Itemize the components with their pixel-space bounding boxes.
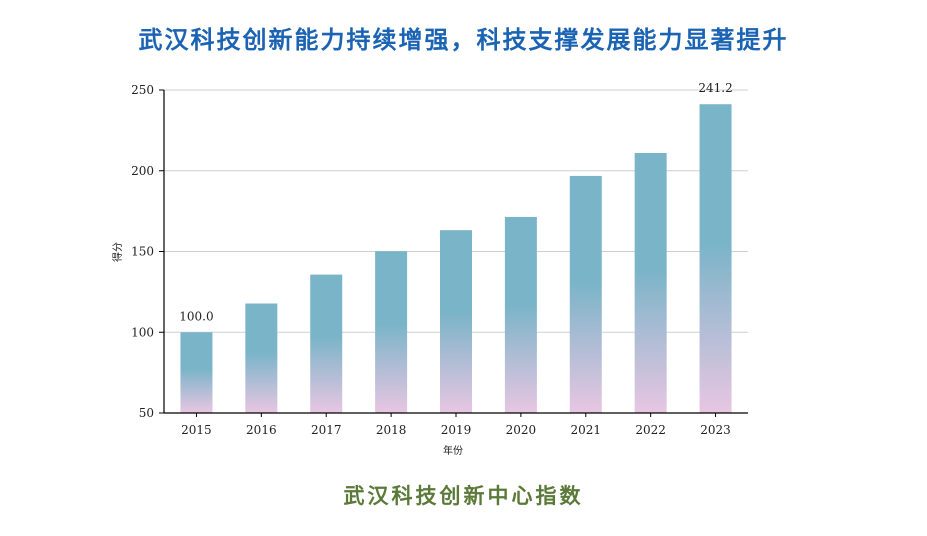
x-tick-label-2022: 2022 — [635, 423, 666, 437]
bar-2021 — [569, 175, 602, 413]
y-axis-title: 得分 — [112, 242, 124, 262]
axes — [159, 89, 748, 417]
x-tick-label-2015: 2015 — [181, 423, 212, 437]
x-tick-label-2017: 2017 — [311, 423, 342, 437]
bars — [180, 104, 732, 414]
x-tick-label-2018: 2018 — [376, 423, 407, 437]
y-tick-label: 100 — [131, 325, 154, 339]
headline: 武汉科技创新能力持续增强，科技支撑发展能力显著提升 — [138, 25, 789, 54]
y-tick-label: 50 — [139, 406, 154, 420]
bar-2015 — [180, 332, 213, 413]
y-tick-label: 200 — [131, 164, 154, 178]
bar-2016 — [245, 303, 278, 413]
data-label-2015: 100.0 — [179, 309, 213, 323]
data-label-2023: 241.2 — [698, 81, 732, 95]
x-tick-label-2021: 2021 — [571, 423, 602, 437]
footer-title: 武汉科技创新中心指数 — [343, 483, 584, 508]
y-tick-label: 250 — [131, 83, 154, 97]
x-axis-title: 年份 — [443, 444, 463, 457]
x-tick-label-2020: 2020 — [506, 423, 537, 437]
bar-2017 — [310, 274, 343, 413]
bar-2018 — [375, 251, 408, 413]
y-tick-label: 150 — [131, 245, 154, 259]
bar-2019 — [440, 230, 472, 413]
x-tick-label-2019: 2019 — [441, 423, 472, 437]
bar-2023 — [699, 104, 732, 413]
bar-2020 — [504, 216, 537, 413]
bar-2022 — [634, 152, 667, 414]
x-tick-label-2023: 2023 — [700, 423, 731, 437]
labels: 50 100 150 200 250 2015 2016 2017 2018 2019 2020 20… — [131, 81, 733, 437]
x-tick-label-2016: 2016 — [246, 423, 277, 437]
